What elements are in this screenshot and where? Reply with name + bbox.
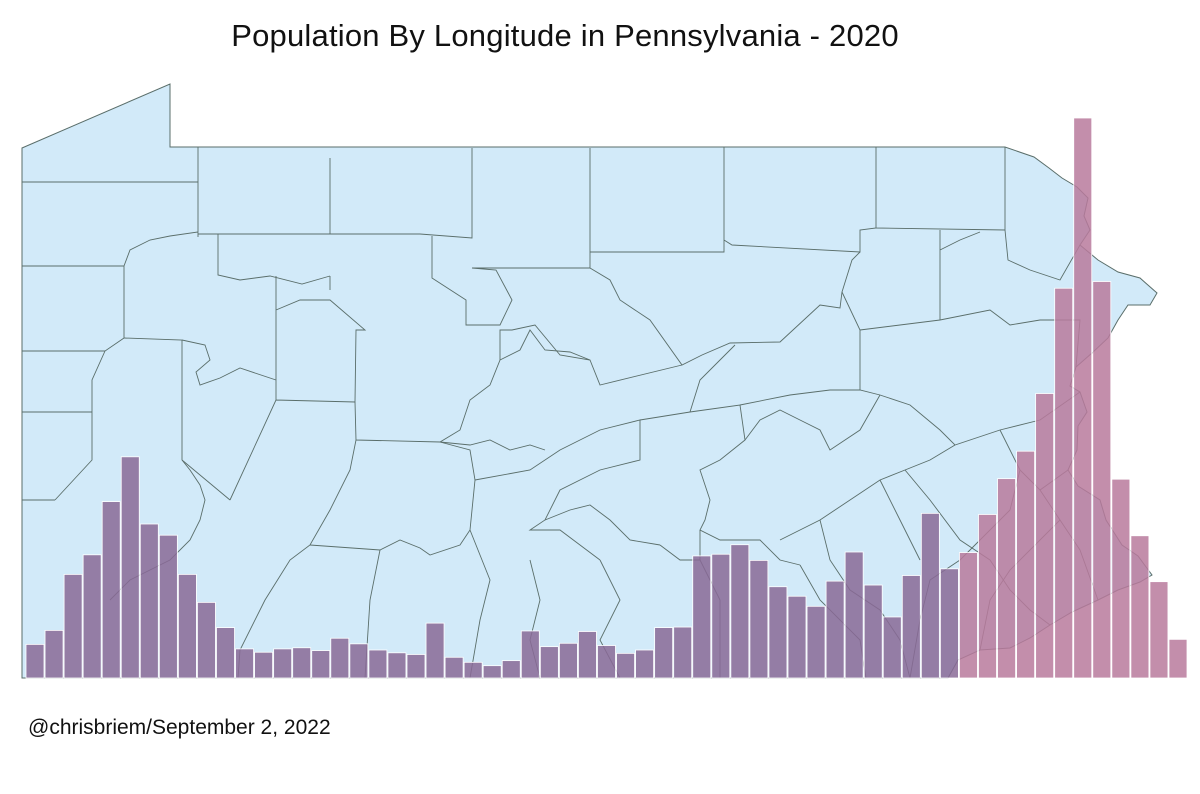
bar	[1016, 450, 1035, 679]
bar	[654, 627, 674, 679]
bar	[806, 605, 826, 679]
bar	[730, 544, 750, 679]
bar	[749, 560, 769, 679]
bar	[349, 643, 369, 679]
bar	[559, 642, 578, 679]
bar	[330, 637, 350, 679]
bar	[1111, 478, 1131, 679]
bar	[101, 501, 121, 679]
bar	[1054, 287, 1074, 679]
bar	[1092, 281, 1112, 679]
bar	[539, 646, 559, 679]
bar	[882, 616, 902, 679]
bar	[597, 645, 616, 679]
bar	[844, 551, 864, 679]
bar	[406, 654, 426, 679]
bar	[768, 586, 788, 679]
bar	[425, 622, 445, 679]
bar	[273, 648, 293, 679]
bar-series	[25, 117, 1188, 679]
chart-title: Population By Longitude in Pennsylvania …	[231, 18, 899, 53]
bar	[158, 534, 178, 679]
bar	[978, 514, 997, 679]
bar	[578, 631, 597, 679]
bar	[501, 660, 521, 679]
county-borders	[22, 147, 1099, 679]
bar	[177, 574, 197, 679]
bar	[1073, 117, 1093, 679]
bar	[711, 553, 731, 679]
bar	[292, 647, 312, 679]
bar	[863, 584, 883, 679]
bar	[368, 649, 388, 679]
bar	[997, 478, 1016, 679]
bar	[1149, 581, 1169, 679]
bar	[825, 580, 845, 679]
bar	[673, 626, 693, 679]
bar	[635, 649, 654, 679]
bar	[482, 665, 502, 679]
bar	[616, 652, 635, 679]
bar	[787, 595, 807, 679]
bar	[63, 574, 83, 679]
bar	[1035, 393, 1055, 679]
bar	[901, 575, 921, 679]
credit-line: @chrisbriem/September 2, 2022	[28, 716, 331, 739]
bar	[1130, 535, 1150, 679]
bar	[463, 661, 483, 679]
bar	[25, 644, 45, 679]
bar	[235, 648, 254, 679]
bar	[520, 630, 540, 679]
bar	[1168, 638, 1188, 679]
bar	[44, 630, 64, 679]
bar	[197, 602, 216, 679]
bar	[692, 555, 712, 679]
bar	[216, 627, 235, 679]
bar	[444, 656, 464, 679]
bar	[920, 512, 940, 679]
bar	[82, 554, 102, 679]
bar	[139, 523, 159, 679]
bar	[387, 652, 407, 679]
bar	[940, 568, 959, 679]
bar	[959, 552, 978, 679]
bar	[311, 650, 331, 679]
bar	[254, 651, 274, 679]
bar	[120, 456, 140, 679]
